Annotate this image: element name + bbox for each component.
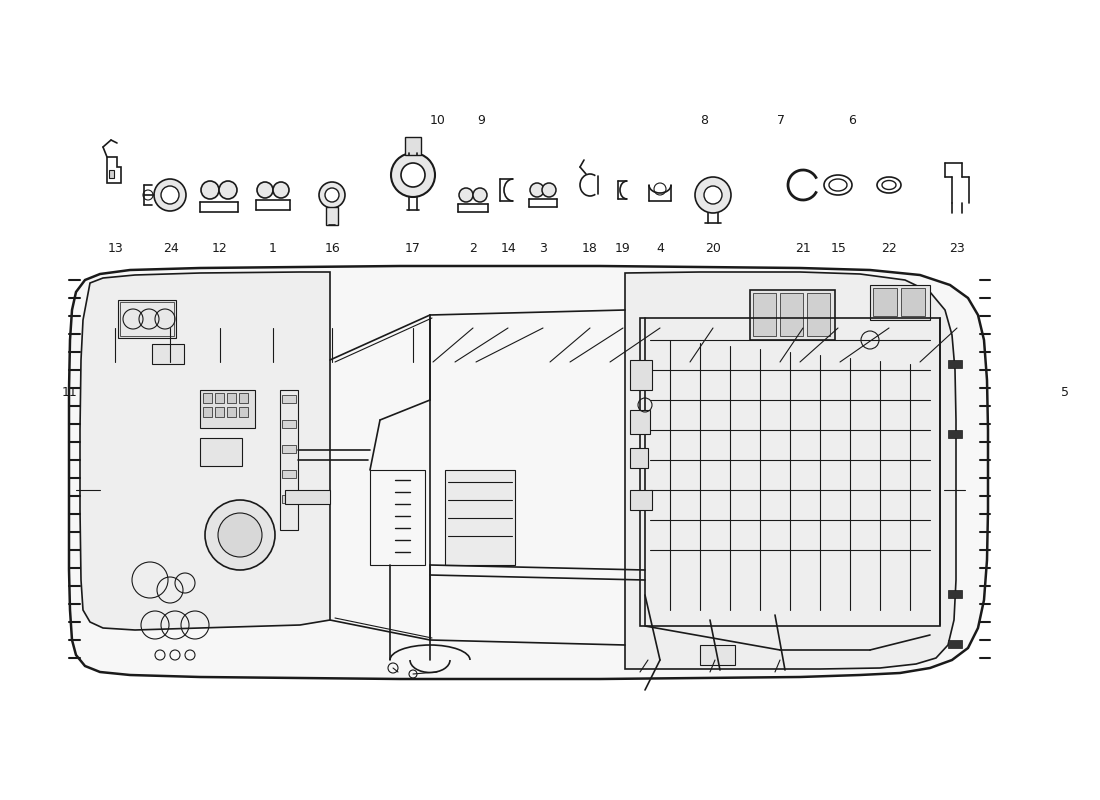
Text: 17: 17 [405, 242, 420, 254]
Text: 23: 23 [949, 242, 965, 254]
Text: eurospares: eurospares [133, 589, 397, 631]
Bar [280, 390, 298, 530]
Bar [282, 445, 296, 453]
Circle shape [161, 186, 179, 204]
Text: 11: 11 [62, 386, 77, 398]
Text: 16: 16 [324, 242, 340, 254]
Bar [120, 302, 174, 336]
Bar [405, 137, 421, 155]
Text: eurospares: eurospares [549, 589, 812, 631]
Bar [204, 393, 212, 403]
Bar [370, 470, 425, 565]
Circle shape [219, 181, 236, 199]
Text: 24: 24 [163, 242, 178, 254]
Text: 14: 14 [500, 242, 516, 254]
Text: 18: 18 [582, 242, 597, 254]
Polygon shape [69, 266, 988, 679]
Circle shape [218, 513, 262, 557]
Bar [118, 300, 176, 338]
Bar [285, 490, 330, 504]
Text: 21: 21 [795, 242, 811, 254]
Circle shape [695, 177, 732, 213]
Bar [948, 590, 962, 598]
Circle shape [273, 182, 289, 198]
Bar [901, 288, 925, 316]
Bar [282, 495, 296, 503]
Circle shape [205, 500, 275, 570]
Circle shape [201, 181, 219, 199]
Bar [227, 407, 236, 417]
Bar [282, 395, 296, 403]
Text: 1: 1 [268, 242, 277, 254]
Polygon shape [107, 157, 121, 183]
Text: 6: 6 [848, 114, 857, 126]
Text: 4: 4 [656, 242, 664, 254]
Text: eurospares: eurospares [133, 419, 397, 461]
Text: 20: 20 [705, 242, 720, 254]
Bar [200, 438, 242, 466]
Bar [700, 645, 735, 665]
Bar [873, 288, 896, 316]
Bar [282, 420, 296, 428]
Text: 19: 19 [615, 242, 630, 254]
Polygon shape [625, 272, 956, 669]
Bar [630, 360, 652, 390]
Bar [870, 285, 930, 320]
Bar [214, 407, 224, 417]
Circle shape [459, 188, 473, 202]
Circle shape [257, 182, 273, 198]
Circle shape [390, 153, 435, 197]
Bar [152, 344, 184, 364]
Circle shape [704, 186, 722, 204]
Bar [948, 640, 962, 648]
Text: 12: 12 [212, 242, 228, 254]
Text: 13: 13 [108, 242, 123, 254]
Bar [446, 470, 515, 565]
Circle shape [402, 163, 425, 187]
Bar [640, 318, 940, 626]
Bar [326, 207, 338, 225]
Circle shape [473, 188, 487, 202]
Bar [239, 407, 248, 417]
Text: 7: 7 [777, 114, 785, 126]
Text: 8: 8 [700, 114, 708, 126]
Bar [200, 390, 255, 428]
Text: 5: 5 [1060, 386, 1069, 398]
Circle shape [154, 179, 186, 211]
Text: eurospares: eurospares [549, 419, 812, 461]
Circle shape [530, 183, 544, 197]
Bar [109, 170, 114, 178]
Text: 9: 9 [476, 114, 485, 126]
Bar [204, 407, 212, 417]
Bar [630, 410, 650, 434]
Bar [227, 393, 236, 403]
Bar [948, 360, 962, 368]
Bar [630, 490, 652, 510]
Text: 15: 15 [830, 242, 846, 254]
Bar [948, 430, 962, 438]
Circle shape [319, 182, 345, 208]
Text: 10: 10 [430, 114, 446, 126]
Bar [754, 293, 776, 336]
Bar [780, 293, 803, 336]
Bar [750, 290, 835, 340]
Text: 3: 3 [539, 242, 548, 254]
Text: 22: 22 [881, 242, 896, 254]
Bar [630, 448, 648, 468]
Bar [214, 393, 224, 403]
Bar [807, 293, 830, 336]
Polygon shape [80, 272, 330, 630]
Text: 2: 2 [469, 242, 477, 254]
Bar [239, 393, 248, 403]
Circle shape [542, 183, 556, 197]
Bar [282, 470, 296, 478]
Circle shape [324, 188, 339, 202]
